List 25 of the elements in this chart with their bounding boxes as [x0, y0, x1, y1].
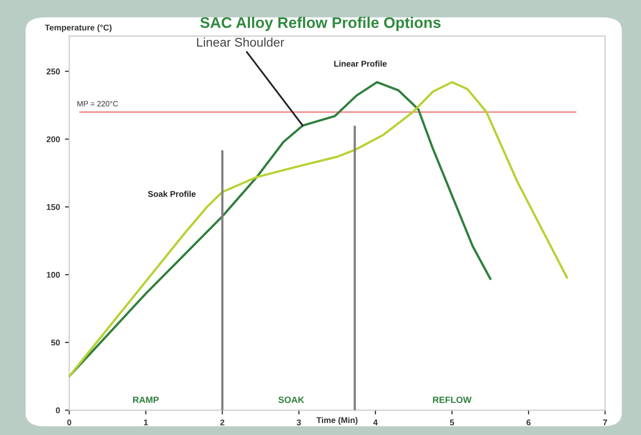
x-tick-label: 7: [603, 420, 608, 426]
y-tick-label: 200: [46, 136, 60, 142]
annotation: SOAK: [278, 396, 304, 403]
x-axis-title: Time (Min): [316, 416, 358, 425]
x-tick-label: 5: [450, 420, 454, 426]
x-tick-label: 6: [526, 419, 531, 426]
chart-title: SAC Alloy Reflow Profile Options: [200, 16, 441, 32]
annotation: REFLOW: [433, 396, 472, 403]
x-tick-label: 0: [67, 419, 72, 426]
y-axis-title: Temperature (°C): [44, 24, 112, 32]
annotation: RAMP: [133, 396, 159, 403]
annotation: Linear Shoulder: [197, 38, 284, 47]
x-tick-label: 2: [220, 419, 224, 426]
series-label: Soak Profile: [148, 190, 196, 197]
y-tick-label: 150: [46, 204, 60, 210]
y-tick-label: 0: [56, 407, 60, 414]
text: Linear Profile: [334, 60, 387, 67]
line-series: [69, 81, 568, 378]
y-tick-label: 250: [46, 68, 60, 74]
x-tick-label: 4: [373, 420, 378, 426]
x-tick-label: 3: [296, 419, 301, 426]
y-tick-label: 100: [46, 272, 60, 278]
y-tick-label: 50: [51, 340, 60, 346]
x-tick-label: 1: [144, 420, 148, 426]
line-series: [69, 81, 492, 378]
